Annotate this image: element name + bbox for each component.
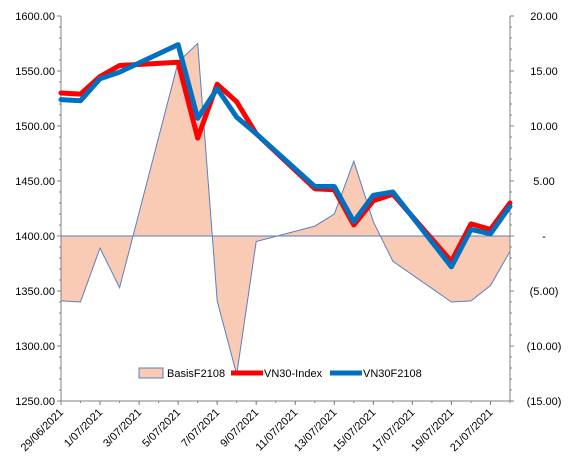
x-tick-label: 21/07/2021 <box>448 407 495 454</box>
x-tick-label: 29/06/2021 <box>19 407 66 454</box>
legend-label-basisf2108: BasisF2108 <box>167 368 225 380</box>
right-tick-label: 20.00 <box>530 11 558 23</box>
x-tick-label: 7/07/2021 <box>179 407 222 450</box>
legend-swatch-basisf2108 <box>138 367 164 379</box>
right-tick-label: 15.00 <box>530 66 558 78</box>
x-tick-label: 3/07/2021 <box>101 407 144 450</box>
right-tick-label: (15.00) <box>527 396 562 408</box>
right-tick-label: 5.00 <box>533 176 554 188</box>
right-tick-label: 10.00 <box>530 121 558 133</box>
left-tick-label: 1350.00 <box>15 286 55 298</box>
right-tick-label: (5.00) <box>530 286 559 298</box>
lines-layer <box>58 42 513 270</box>
x-tick-label: 1/07/2021 <box>62 407 105 450</box>
area-layer <box>60 42 511 375</box>
right-tick-label: - <box>542 231 546 243</box>
left-tick-label: 1550.00 <box>15 66 55 78</box>
left-tick-label: 1400.00 <box>15 231 55 243</box>
basis-area <box>61 43 510 375</box>
legend-label-vn30f2108: VN30F2108 <box>363 368 422 380</box>
x-tick-label: 5/07/2021 <box>140 407 183 450</box>
left-tick-label: 1250.00 <box>15 396 55 408</box>
left-tick-label: 1600.00 <box>15 11 55 23</box>
left-tick-label: 1300.00 <box>15 341 55 353</box>
right-tick-label: (10.00) <box>527 341 562 353</box>
legend-label-vn30-index: VN30-Index <box>264 368 323 380</box>
series-line-vn30f2108 <box>58 42 513 270</box>
legend: BasisF2108 VN30-Index VN30F2108 <box>138 367 422 380</box>
basis-outline <box>60 42 511 375</box>
left-tick-label: 1500.00 <box>15 121 55 133</box>
left-tick-label: 1450.00 <box>15 176 55 188</box>
